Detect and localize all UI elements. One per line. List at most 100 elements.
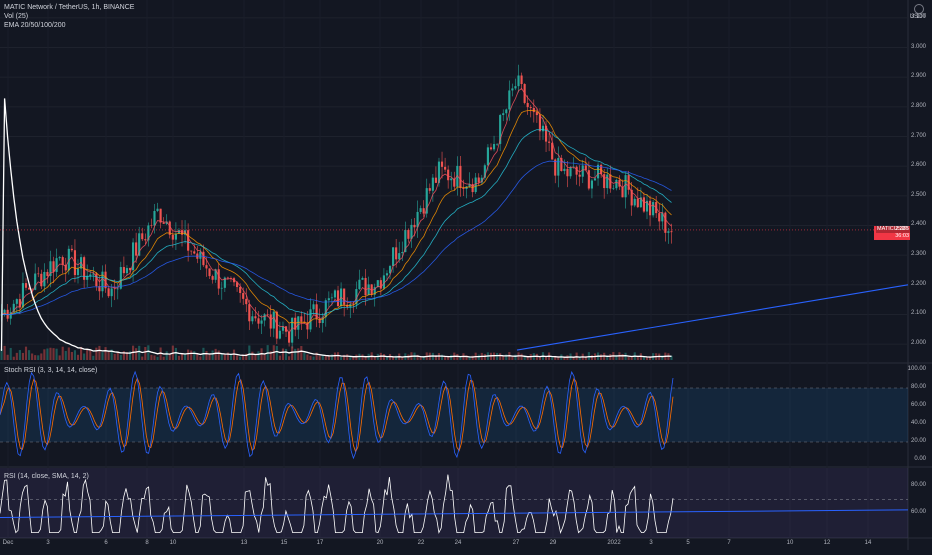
volume-bar [349,355,352,360]
volume-bar [554,355,557,360]
time-tick-label: 15 [280,540,288,546]
settings-circle-icon[interactable] [914,4,924,14]
candle-body [125,268,129,274]
price-tick-label: 2.600 [910,162,926,169]
time-tick-label: 24 [454,540,462,546]
ema20-line [1,87,672,334]
price-tick-label: 2.300 [910,251,926,258]
volume-bar [61,346,64,360]
candle-body [177,230,181,234]
candle-body [624,175,627,198]
candle-body [596,164,600,179]
candle-body [150,225,153,227]
time-tick-label: 17 [316,540,324,546]
candle-body [382,275,385,289]
volume-bar [220,354,223,360]
ema50-line [1,109,672,324]
volume-bar [361,354,364,360]
candle-body [193,251,196,254]
candle-body [61,257,64,265]
candle-body [190,250,193,252]
volume-bar [459,356,462,360]
candle-body [395,247,398,260]
candle-body [64,264,67,271]
rsi-legend[interactable]: RSI (14, close, SMA, 14, 2) [4,473,89,480]
volume-bars [0,345,673,360]
candle-body [664,212,667,233]
price-tick-label: 2.500 [910,191,926,198]
volume-bar [373,356,376,360]
candle-body [18,299,21,308]
volume-bar [229,353,233,360]
bar-countdown: 36:03 [895,233,909,239]
candle-body [431,177,434,191]
ema-legend[interactable]: EMA 20/50/100/200 [4,22,66,29]
symbol-legend[interactable]: MATIC Network / TetherUS, 1h, BINANCE [4,4,135,11]
volume-bar [511,356,514,360]
candle-body [138,233,141,256]
stoch-tick-label: 60.00 [910,402,926,408]
rsi-tick-label: 60.00 [910,509,926,516]
volume-bar [257,351,260,360]
candle-body [131,242,135,271]
volume-legend[interactable]: Vol (25) [4,13,29,20]
volume-bar [416,354,419,360]
volume-bar [0,348,3,360]
volume-bar [318,355,321,360]
volume-bar [232,349,236,360]
candle-body [444,166,447,170]
candle-body [440,161,444,167]
candle-body [318,318,321,324]
candle-body [517,75,520,87]
volume-bar [27,350,31,360]
volume-bar [190,350,193,360]
stoch-tick-label: 100.00 [907,366,926,372]
candle-body [208,268,211,277]
volume-bar [346,354,349,360]
candle-body [34,273,37,290]
candle-body [529,107,532,108]
volume-bar [113,353,116,360]
volume-bar [645,356,649,360]
volume-bar [520,353,523,360]
candle-body [590,180,594,189]
candle-body [263,314,266,321]
time-tick-label: 27 [512,540,520,546]
volume-bar [312,356,315,360]
volume-bar [440,354,444,360]
candle-body [3,309,6,315]
candle-body [367,284,370,296]
volume-bar [196,353,199,360]
volume-bar [245,353,248,360]
volume-bar [46,348,49,360]
time-tick-label: 3 [649,540,653,546]
candle-body [578,174,581,177]
candle-body [593,178,597,181]
volume-bar [208,354,211,360]
candle-body [355,289,358,305]
volume-bar [648,356,652,360]
volume-bar [401,356,404,360]
volume-bar [64,350,67,360]
time-tick-label: Dec [2,540,14,546]
candle-body [9,312,12,319]
price-tick-label: 2.200 [910,280,926,287]
volume-bar [76,354,80,360]
rsi-line [0,474,674,534]
candle-body [413,224,416,228]
volume-bar [483,354,486,360]
volume-bar [104,347,107,360]
price-tick-label: 2.100 [910,310,926,317]
ema100-line [1,129,672,316]
candle-body [21,283,25,308]
candle-body [538,115,542,132]
volume-bar [544,355,548,360]
candle-body [107,288,110,297]
volume-bar [303,352,306,360]
volume-bar [502,355,505,360]
candle-body [147,225,150,241]
stoch-legend[interactable]: Stoch RSI (3, 3, 14, 14, close) [4,367,98,374]
volume-bar [395,355,398,360]
